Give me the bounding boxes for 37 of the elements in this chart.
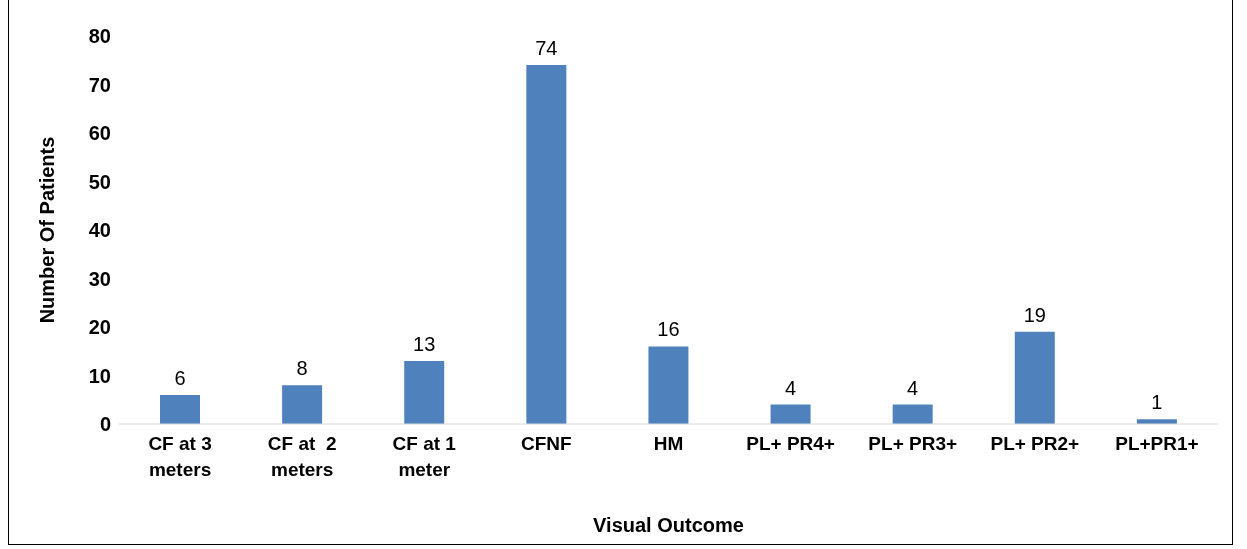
x-tick-label: CF at 1 meter xyxy=(392,433,457,480)
y-tick-label: 40 xyxy=(88,219,111,242)
data-label: 1 xyxy=(1151,391,1163,414)
data-label: 6 xyxy=(174,366,186,389)
data-label: 74 xyxy=(535,37,558,60)
bar xyxy=(770,404,811,424)
data-label: 8 xyxy=(296,357,308,380)
data-label: 4 xyxy=(784,376,797,399)
y-tick-label: 80 xyxy=(88,25,111,48)
x-tick-label: PL+PR1+ xyxy=(1115,433,1199,454)
y-tick-label: 50 xyxy=(88,170,111,193)
x-tick-label: HM xyxy=(653,433,684,454)
x-tick-label: PL+ PR3+ xyxy=(868,433,958,454)
x-tick-label: CFNF xyxy=(521,433,572,454)
bar xyxy=(160,394,200,424)
y-tick-label: 30 xyxy=(88,267,111,290)
bar xyxy=(526,65,567,424)
bar xyxy=(892,404,933,424)
x-tick-label: CF at 3 meters xyxy=(148,433,212,480)
y-tick-label: 10 xyxy=(88,364,111,387)
y-tick-label: 20 xyxy=(88,316,111,339)
data-label: 4 xyxy=(907,376,919,399)
bar xyxy=(282,385,323,424)
bar xyxy=(648,346,689,424)
data-label: 19 xyxy=(1023,303,1046,326)
x-tick-label: CF at 2 meters xyxy=(267,433,337,480)
x-axis-title: Visual Outcome xyxy=(593,514,744,536)
y-tick-label: 60 xyxy=(88,122,111,145)
x-tick-label: PL+ PR4+ xyxy=(746,433,835,454)
y-axis-title: Number Of Patients xyxy=(36,136,59,324)
data-label: 16 xyxy=(657,318,680,341)
x-tick-label: PL+ PR2+ xyxy=(990,433,1080,454)
data-label: 13 xyxy=(413,332,436,355)
y-tick-label: 0 xyxy=(99,413,111,436)
y-tick-label: 70 xyxy=(88,73,111,96)
bar xyxy=(1014,331,1055,424)
bar xyxy=(404,360,445,424)
